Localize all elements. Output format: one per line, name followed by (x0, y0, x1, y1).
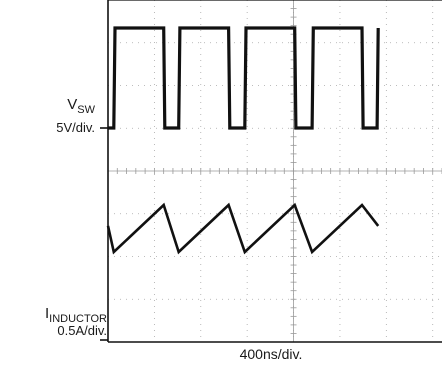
vsw-label-main: V (67, 96, 78, 113)
vsw-scale-label: 5V/div. (56, 120, 95, 135)
inductor-current-trace (106, 202, 380, 255)
inductor-scale-label: 0.5A/div. (57, 323, 107, 338)
vsw-channel-label: VSW (67, 96, 95, 116)
vsw-label-subscript: SW (77, 104, 95, 116)
inductor-label-main: I (44, 305, 50, 322)
time-scale-label: 400ns/div. (239, 346, 303, 362)
inductor-channel-label: IINDUCTOR (44, 305, 107, 325)
vsw-trace (108, 26, 380, 130)
inductor-label-subscript: INDUCTOR (49, 313, 107, 325)
